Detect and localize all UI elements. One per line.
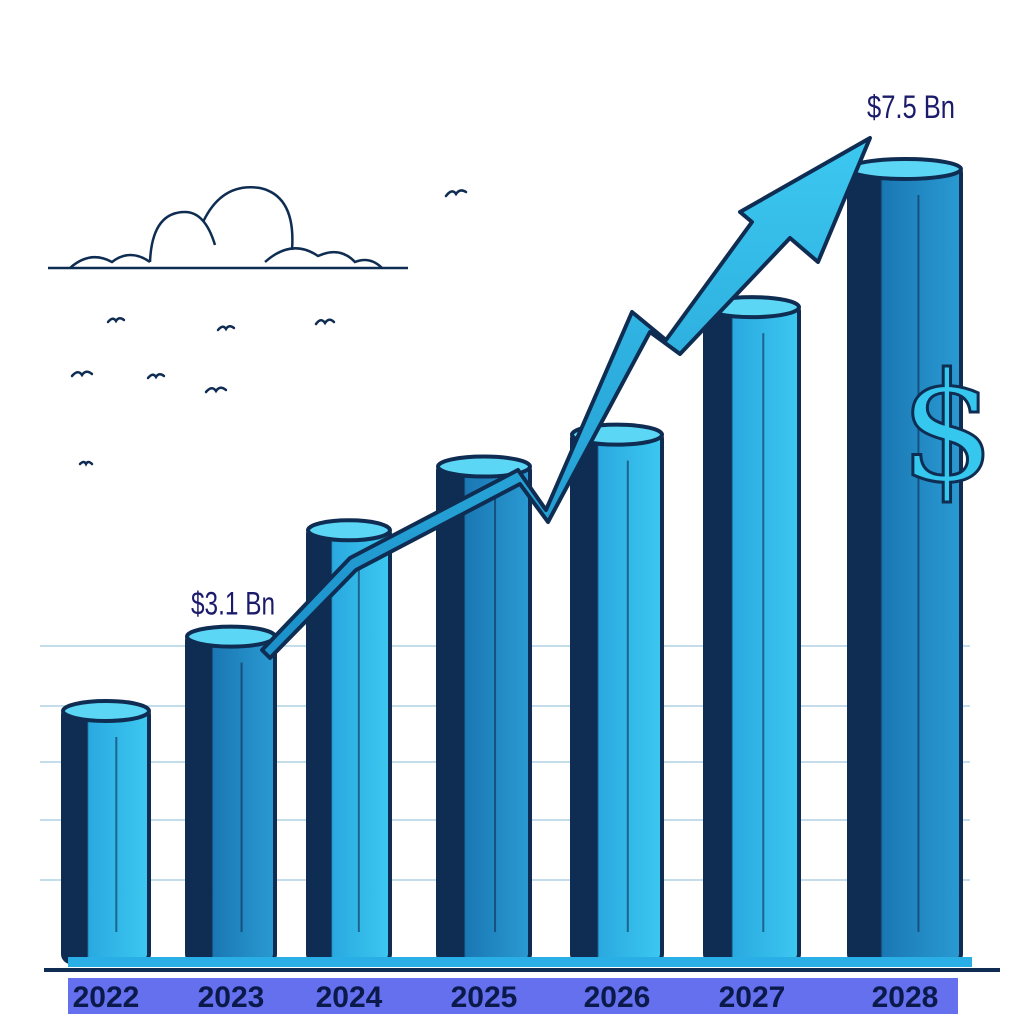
bar-2023 <box>185 624 277 964</box>
bar-2026 <box>570 422 664 964</box>
bar-top <box>436 454 532 479</box>
x-tick-label: 2025 <box>451 981 518 1014</box>
bar-2022 <box>61 698 151 965</box>
cloud-icon <box>48 185 408 270</box>
bar-body <box>61 704 151 965</box>
bar-body <box>570 428 664 964</box>
bar-2025 <box>436 454 532 964</box>
bar-top <box>61 698 151 723</box>
bar-body <box>703 301 801 964</box>
bar-body <box>185 630 277 964</box>
x-tick-label: 2023 <box>198 981 265 1014</box>
bar-body <box>847 163 963 964</box>
bar-top <box>847 157 963 181</box>
bar-2027 <box>703 295 801 964</box>
data-label: $7.5 Bn <box>867 89 955 125</box>
bar-2028 <box>847 157 963 964</box>
dollar-sign-icon: $ <box>900 342 995 516</box>
bar-top <box>185 624 277 649</box>
x-tick-label: 2024 <box>316 981 383 1014</box>
trend-arrow <box>260 136 872 660</box>
x-tick-label: 2022 <box>73 981 140 1014</box>
data-label: $3.1 Bn <box>191 586 275 622</box>
x-tick-labels: 2022 2023 2024 2025 2026 2027 2028 <box>73 981 939 1014</box>
bar-body <box>436 460 532 964</box>
x-tick-label: 2028 <box>872 981 939 1014</box>
x-tick-label: 2026 <box>584 981 651 1014</box>
bar-top <box>306 518 392 543</box>
data-labels: $3.1 Bn $7.5 Bn <box>191 89 955 622</box>
bird-icon <box>70 189 468 467</box>
x-tick-label: 2027 <box>719 981 786 1014</box>
bar-2024 <box>306 518 392 964</box>
bars <box>61 157 963 965</box>
x-axis-label-band <box>68 978 958 1014</box>
